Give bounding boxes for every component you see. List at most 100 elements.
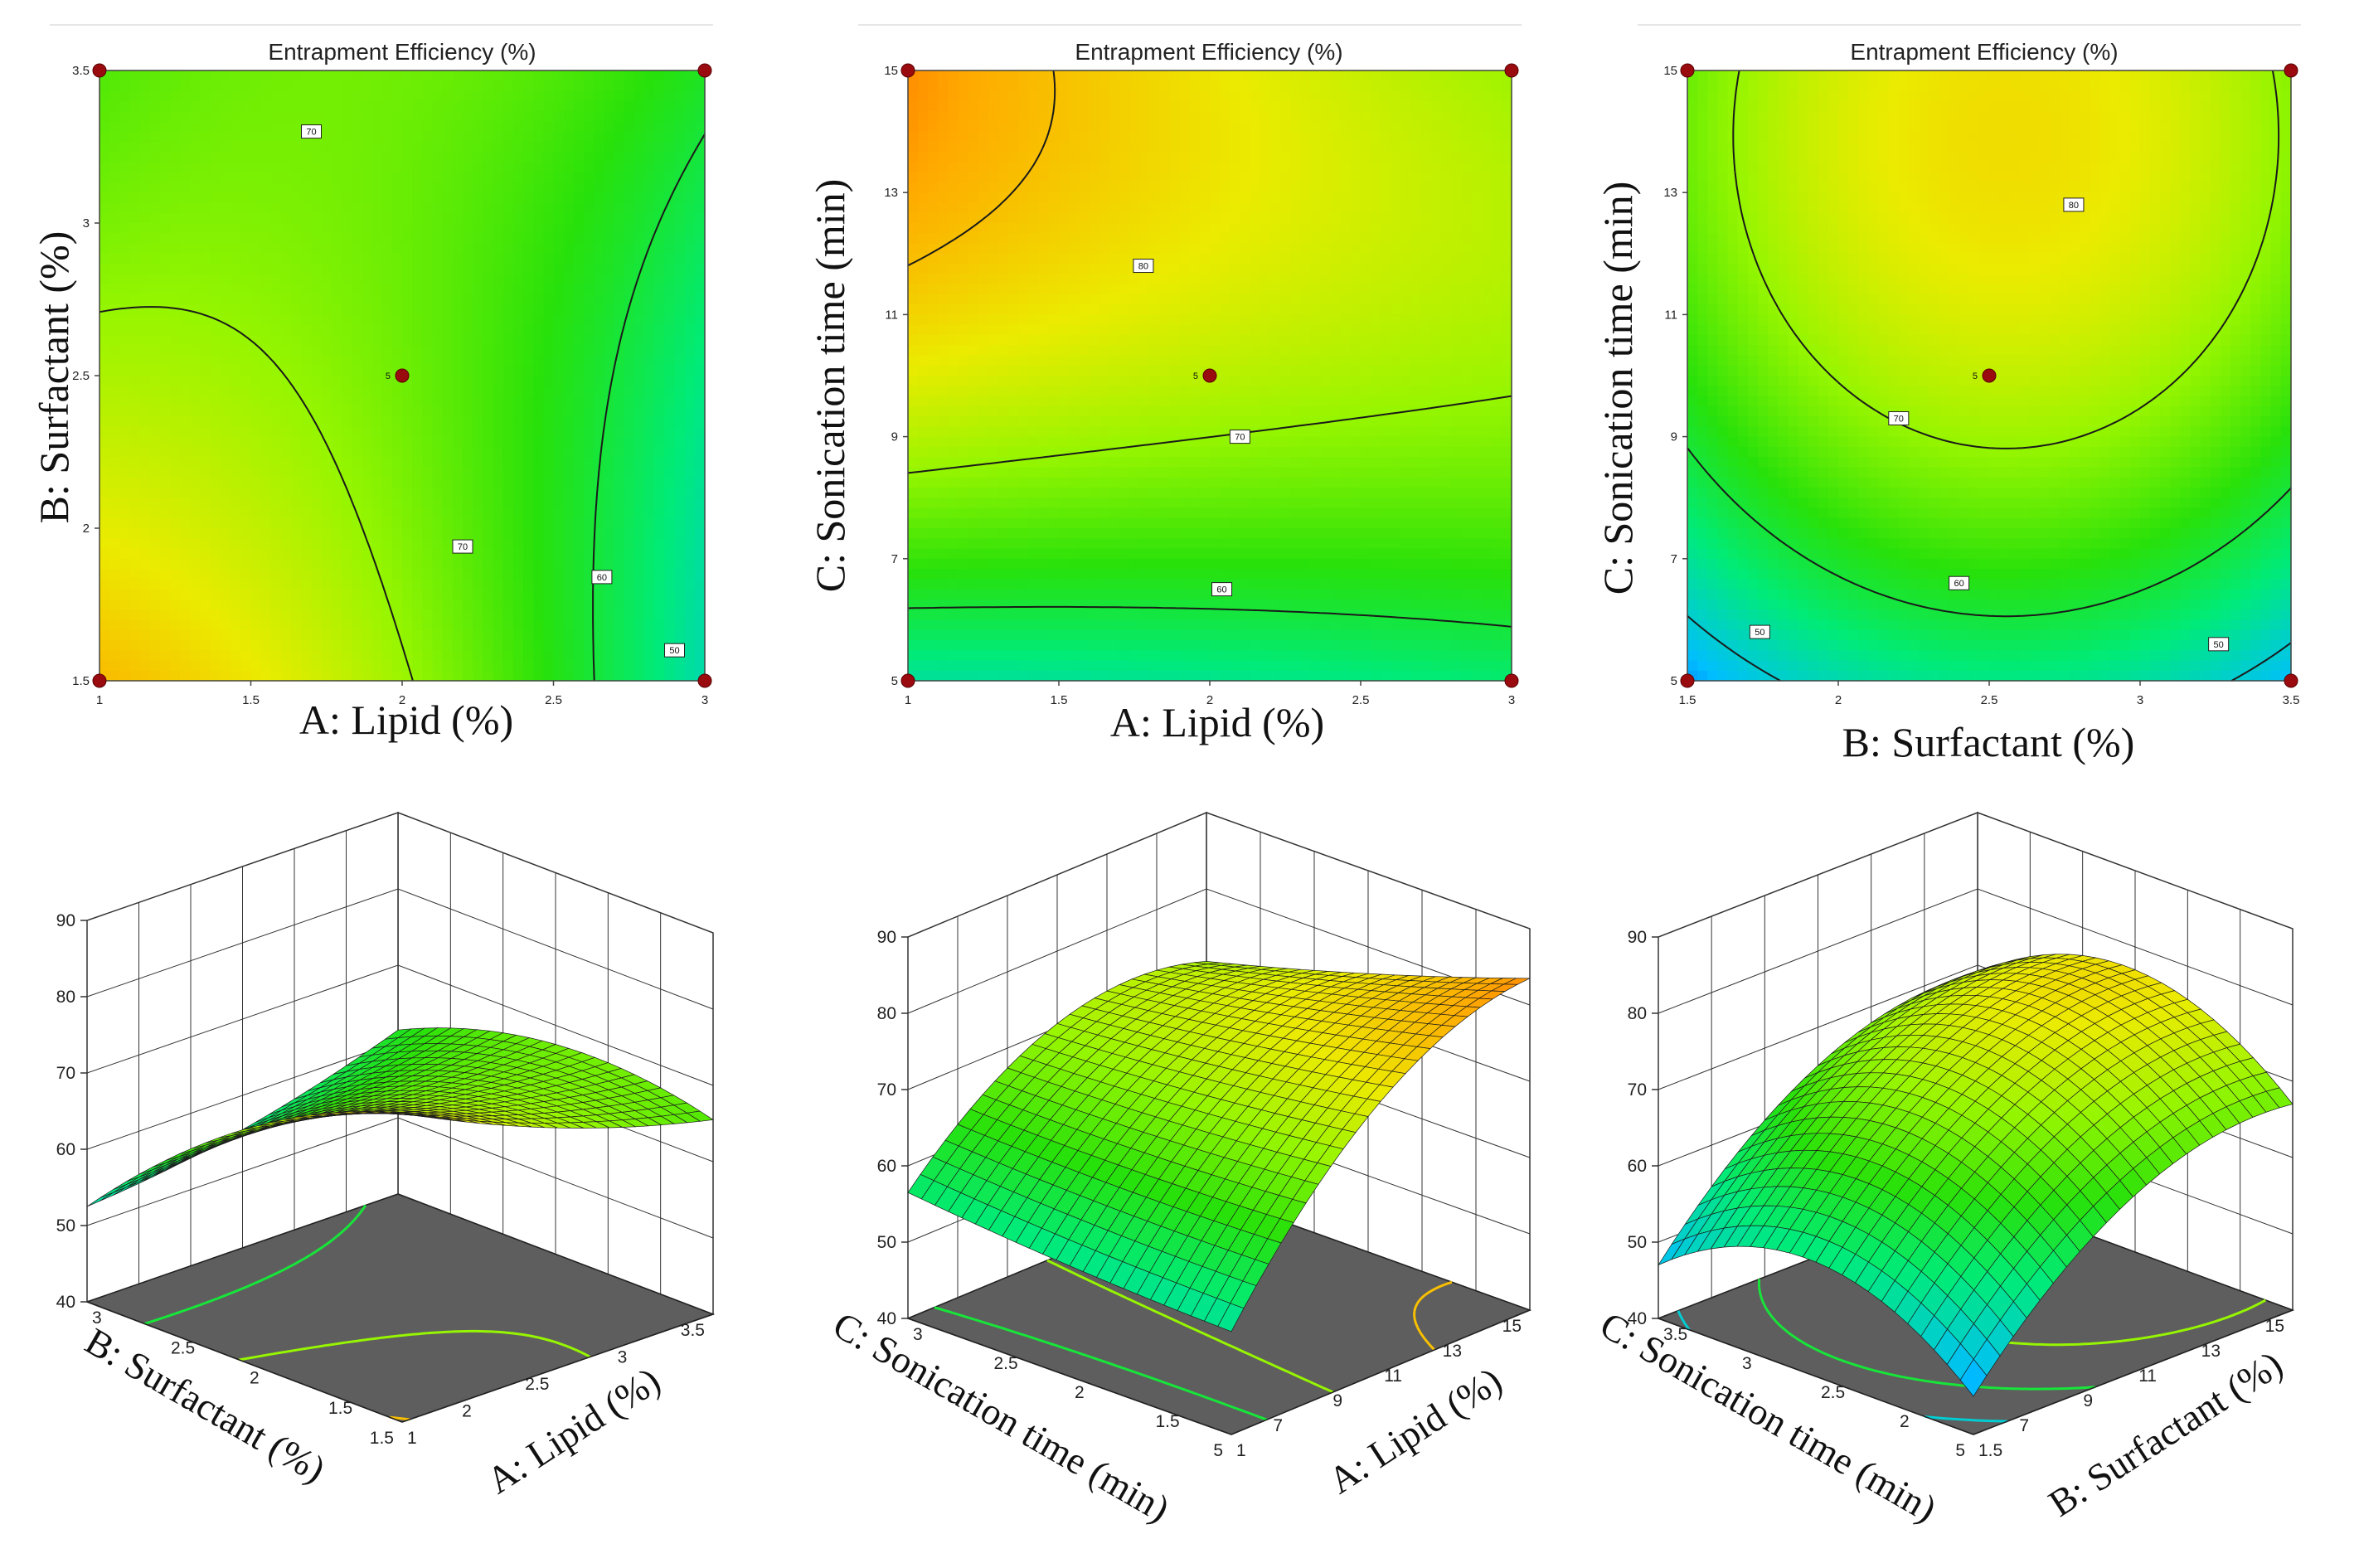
heat-cell [463, 152, 473, 163]
heat-cell [463, 192, 473, 204]
heat-cell [584, 517, 595, 529]
heat-cell [918, 426, 929, 438]
heat-cell [1109, 182, 1120, 193]
heat-cell [432, 639, 444, 651]
heat-cell [1018, 182, 1030, 193]
heat-cell [412, 405, 423, 417]
heat-cell [553, 202, 565, 214]
heat-cell [573, 274, 585, 285]
heat-cell [918, 507, 929, 519]
heat-cell [644, 212, 655, 224]
heat-cell [422, 70, 434, 81]
heat-cell [1079, 100, 1090, 112]
heat-cell [1079, 314, 1090, 326]
heat-cell [483, 609, 494, 620]
heat-cell [311, 294, 323, 305]
heat-cell [1038, 416, 1050, 427]
heat-cell [422, 192, 434, 204]
heat-cell [988, 274, 999, 285]
heat-cell [614, 376, 625, 386]
heat-cell [109, 487, 120, 498]
heat-cell [978, 446, 989, 458]
heat-cell [604, 314, 615, 326]
heat-cell [553, 355, 565, 367]
heat-cell [240, 507, 252, 519]
heat-cell [1099, 223, 1110, 234]
heat-cell [221, 517, 231, 529]
heat-cell [200, 670, 211, 682]
heat-cell [422, 446, 434, 458]
heat-cell [908, 477, 919, 488]
heat-cell [988, 284, 999, 295]
heat-cell [412, 243, 423, 255]
heat-cell [362, 558, 373, 570]
heat-cell [180, 223, 192, 234]
heat-cell [1119, 558, 1130, 570]
heat-cell [664, 212, 676, 224]
heat-cell [1069, 284, 1080, 295]
heat-cell [1079, 609, 1090, 620]
heat-cell [250, 670, 262, 682]
heat-cell [968, 467, 979, 478]
heat-cell [391, 416, 403, 427]
heat-cell [1048, 436, 1060, 448]
heat-cell [1109, 386, 1120, 397]
heat-cell [584, 528, 595, 539]
heat-cell [231, 609, 241, 620]
heat-cell [452, 498, 464, 509]
heat-cell [100, 111, 110, 122]
heat-cell [483, 253, 494, 265]
heat-cell [533, 660, 544, 672]
heat-cell [978, 223, 989, 234]
heat-cell [473, 345, 483, 357]
heat-cell [1028, 548, 1040, 560]
heat-cell [624, 426, 635, 438]
heat-cell [250, 223, 262, 234]
heat-cell [311, 365, 323, 376]
heat-cell [674, 477, 686, 488]
heat-cell [948, 172, 959, 183]
heat-cell [221, 324, 231, 336]
heat-cell [502, 650, 514, 662]
heat-cell [139, 517, 151, 529]
heat-cell [463, 264, 473, 274]
heat-cell [543, 569, 555, 580]
heat-cell [342, 284, 352, 295]
heat-cell [1099, 314, 1110, 326]
heat-cell [170, 477, 181, 488]
heat-cell [473, 498, 483, 509]
heat-cell [180, 294, 192, 305]
heat-cell [442, 548, 454, 560]
heat-cell [908, 558, 919, 570]
heat-cell [1038, 294, 1050, 305]
heat-cell [938, 274, 949, 285]
heat-cell [210, 670, 221, 682]
heat-cell [200, 487, 211, 498]
heat-cell [938, 446, 949, 458]
heat-cell [584, 131, 595, 143]
heat-cell [342, 457, 352, 468]
heat-cell [958, 457, 969, 468]
heat-cell [170, 487, 181, 498]
heat-cell [512, 416, 524, 427]
heat-cell [452, 670, 464, 682]
heat-cell [331, 376, 342, 386]
heat-cell [543, 294, 555, 305]
heat-cell [1008, 386, 1020, 397]
heat-cell [170, 304, 181, 315]
heat-cell [1018, 498, 1030, 509]
heat-cell [584, 192, 595, 204]
heat-cell [311, 345, 323, 357]
heat-cell [493, 314, 504, 326]
heat-cell [180, 334, 192, 346]
heat-cell [998, 579, 1009, 590]
heat-cell [563, 467, 575, 478]
heat-cell [210, 609, 221, 620]
heat-cell [1059, 264, 1070, 274]
heat-cell [573, 650, 585, 662]
heat-cell [240, 355, 252, 367]
heat-cell [968, 569, 979, 580]
heat-cell [543, 507, 555, 519]
heat-cell [391, 212, 403, 224]
heat-cell [573, 233, 585, 245]
